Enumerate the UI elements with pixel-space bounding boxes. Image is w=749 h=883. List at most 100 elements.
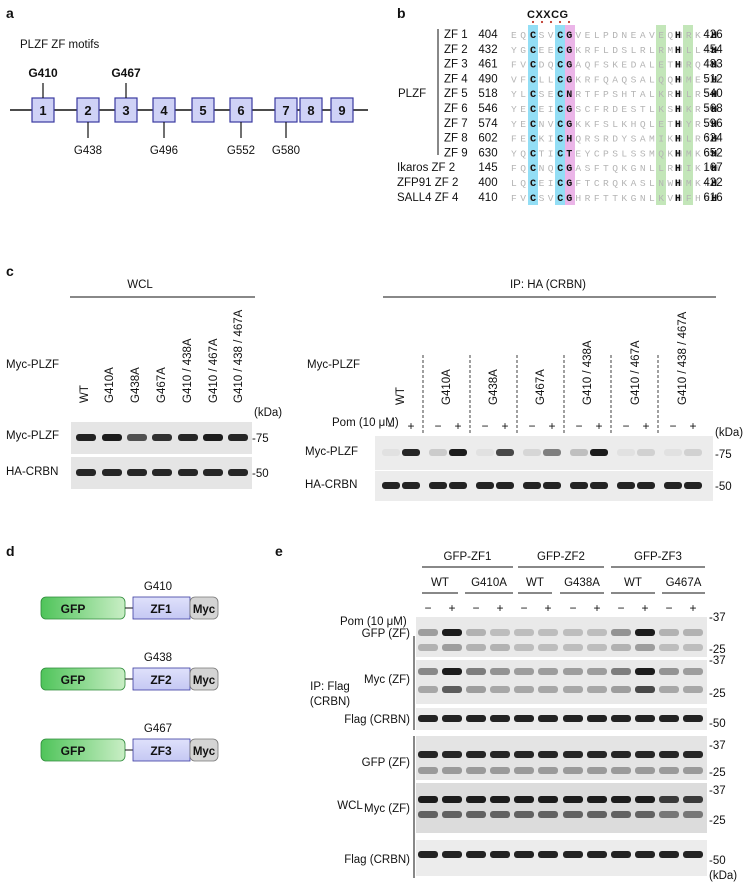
conserved-residue: G — [566, 105, 572, 116]
e-band — [683, 851, 703, 858]
gly-highlight — [565, 25, 575, 205]
e-blots — [416, 617, 707, 876]
wcl-crbn-band — [127, 469, 147, 476]
wcl-crbn-band — [228, 469, 248, 476]
ip-label-e-1: IP: Flag — [310, 681, 350, 693]
e-band — [635, 767, 655, 774]
zf-box-label-2: 2 — [84, 103, 91, 118]
wcl-myc-band — [228, 434, 248, 441]
e-group-label: GFP-ZF1 — [444, 551, 492, 563]
e-band — [442, 715, 462, 722]
myc-tag-label: Myc — [193, 746, 216, 758]
e-band — [659, 796, 679, 803]
e-row-label: GFP (ZF) — [362, 628, 411, 640]
plus-sign: + — [496, 601, 503, 615]
e-band — [563, 668, 583, 675]
wcl-lane-label: G410 / 438A — [182, 338, 194, 403]
e-band — [538, 668, 558, 675]
conserved-residue: H — [711, 61, 717, 72]
e-band — [490, 851, 510, 858]
conserved-residue: H — [675, 179, 681, 190]
plzf-group-label: PLZF — [398, 88, 426, 100]
ip-crbn-band — [543, 482, 561, 489]
e-band — [563, 796, 583, 803]
ip-myc-band — [496, 449, 514, 456]
e-band — [442, 629, 462, 636]
e-band — [563, 686, 583, 693]
e-band — [659, 767, 679, 774]
zf-domain-label: ZF2 — [150, 673, 172, 687]
e-marker-label: -25 — [709, 815, 726, 827]
e-band — [563, 629, 583, 636]
e-band — [418, 629, 438, 636]
ip-lane-dividers — [422, 355, 659, 433]
e-band — [466, 715, 486, 722]
ip-crbn-band — [523, 482, 541, 489]
panel-c-letter: c — [6, 263, 14, 279]
conserved-residue: H — [711, 75, 717, 86]
e-band — [683, 686, 703, 693]
e-blot — [416, 660, 707, 704]
e-band — [466, 644, 486, 651]
plus-sign: + — [642, 419, 649, 433]
construct-site-label: G438 — [144, 652, 172, 664]
e-band — [659, 629, 679, 636]
wcl-lane-label: G467A — [156, 367, 168, 403]
e-row-label: Myc (ZF) — [364, 674, 410, 686]
e-band — [418, 668, 438, 675]
zf-row-sequence: YQCTICTEYCPSLSSMQKHMKGH — [511, 148, 719, 159]
e-blot — [416, 617, 707, 657]
e-band — [418, 851, 438, 858]
e-band — [683, 796, 703, 803]
ip-construct-label: Myc-PLZF — [307, 359, 360, 371]
minus-sign: − — [434, 419, 441, 433]
zf-row-sequence: FVCSVCGHRFTTKGNLKVHFHRH — [511, 193, 719, 204]
e-band — [659, 751, 679, 758]
e-band — [514, 686, 534, 693]
e-band — [538, 796, 558, 803]
plus-sign: + — [689, 601, 696, 615]
zf-row-sequence: FQCNQCGASFTQKGNLLRHIKLH — [511, 163, 719, 174]
panel-b-letter: b — [397, 5, 406, 21]
conserved-residue: G — [566, 179, 572, 190]
ip-lane-label: G410 / 467A — [630, 340, 642, 405]
e-band — [514, 644, 534, 651]
zf-box-label-6: 6 — [237, 103, 244, 118]
wcl-row-ha-crbn: HA-CRBN — [6, 466, 58, 478]
e-band — [563, 811, 583, 818]
e-bands — [418, 629, 703, 858]
e-band — [587, 644, 607, 651]
zf-row-start: 461 — [478, 59, 497, 71]
conserved-residue: G — [566, 46, 572, 57]
e-band — [538, 644, 558, 651]
conserved-residue: C — [530, 149, 536, 160]
e-band — [418, 796, 438, 803]
plus-sign: + — [448, 601, 455, 615]
e-band — [611, 751, 631, 758]
panel-b: b CXXCG PLZF ZF 1 404 EQCSVCGVELPDNEAVEQHR… — [397, 5, 723, 205]
zf-box-label-5: 5 — [199, 103, 206, 118]
e-band — [611, 796, 631, 803]
ip-marker-50: -50 — [715, 481, 732, 493]
wcl-construct-label: Myc-PLZF — [6, 359, 59, 371]
e-band — [587, 796, 607, 803]
e-band — [683, 767, 703, 774]
zf-row-name: ZF 5 — [444, 88, 468, 100]
e-band — [538, 767, 558, 774]
e-band — [466, 668, 486, 675]
e-band — [442, 811, 462, 818]
ip-crbn-band — [429, 482, 447, 489]
e-band — [659, 715, 679, 722]
ip-bands — [382, 449, 702, 489]
ip-crbn-band — [496, 482, 514, 489]
gfp-domain-label: GFP — [61, 744, 86, 758]
e-row-label: Flag (CRBN) — [344, 854, 410, 866]
e-band — [635, 796, 655, 803]
e-band — [514, 767, 534, 774]
e-band — [635, 644, 655, 651]
minus-sign: − — [665, 601, 672, 615]
e-group-label: GFP-ZF2 — [537, 551, 585, 563]
zf-row-name: ZF 3 — [444, 59, 468, 71]
minus-sign: − — [669, 419, 676, 433]
